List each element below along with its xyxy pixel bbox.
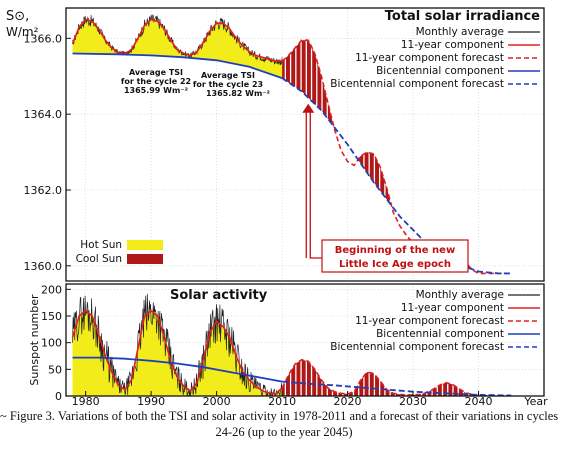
- ice-age-line2: Little Ice Age epoch: [339, 259, 451, 270]
- tsi-fill-legend: Hot Sun Cool Sun: [76, 239, 163, 265]
- sunspot-legend-11yr: 11-year component: [401, 302, 504, 314]
- bicentennial-component-line: [72, 52, 283, 79]
- tsi-legend-monthly: Monthly average: [416, 26, 504, 38]
- xtick-label: 1980: [72, 395, 100, 405]
- tsi-legend: Monthly average 11-year component 11-yea…: [330, 26, 540, 90]
- tsi-panel: 1366.0 1364.0 1362.0 1360.0 S⊙, W/m² Total …: [6, 7, 545, 282]
- xtick-label: 2030: [399, 395, 427, 405]
- xtick-label: 2040: [465, 395, 493, 405]
- sunspot-legend-monthly: Monthly average: [416, 289, 504, 301]
- fill-legend-cool: Cool Sun: [76, 253, 122, 265]
- sunspot-legend-bicent-forecast: Bicentennial component forecast: [330, 341, 504, 353]
- sunspot-lines: [71, 293, 512, 396]
- sunspot-panel: 200 150 100 50 0 1980 1990 2000 2010 2020 2030 204…: [28, 283, 548, 405]
- sunspot-fills: [72, 310, 512, 396]
- xtick-label: 2010: [268, 395, 296, 405]
- caption-line1: Figure 3. Variations of both the TSI and…: [9, 409, 559, 423]
- tsi-y-ticks: 1366.0 1364.0 1362.0 1360.0: [24, 32, 71, 273]
- ice-age-box: [321, 239, 469, 273]
- sunspot-legend-bicent: Bicentennial component: [376, 328, 504, 340]
- ice-age-annotation: Beginning of the new Little Ice Age epoc…: [302, 103, 469, 273]
- cycle23-line1: Average TSI: [201, 71, 255, 80]
- ytick-label: 50: [48, 363, 62, 376]
- hot-sun-fill: [72, 19, 283, 79]
- 11-year-component-line: [71, 309, 283, 395]
- xtick-label: 2020: [334, 395, 362, 405]
- ice-age-line1: Beginning of the new: [335, 245, 455, 256]
- sunspot-y-ticks: 200 150 100 50 0: [41, 283, 71, 403]
- sunspot-x-ticks: 1980 1990 2000 2010 2020 2030 2040: [72, 391, 493, 405]
- 11-year-component-line: [71, 18, 283, 62]
- cycle22-line1: Average TSI: [129, 68, 183, 77]
- bicentennial-component-line: [72, 356, 283, 383]
- sunspot-xlabel: Year: [523, 395, 548, 405]
- ice-age-arrowhead: [302, 103, 315, 113]
- caption-mark: ~: [0, 409, 7, 423]
- tsi-title: Total solar irradiance: [385, 9, 540, 24]
- tsi-legend-11yr-forecast: 11-year component forecast: [355, 52, 504, 64]
- cool-sun-fill: [282, 359, 512, 396]
- hot-sun-fill: [72, 310, 283, 396]
- cool-sun-fill: [282, 40, 512, 274]
- ytick-label: 1366.0: [24, 32, 63, 45]
- ytick-label: 1364.0: [24, 108, 63, 121]
- tsi-fills: [72, 19, 512, 274]
- cycle23-line3: 1365.82 Wm⁻²: [206, 89, 271, 98]
- bicentennial-component-forecast-line: [281, 77, 512, 275]
- fill-legend-cool-swatch: [127, 254, 163, 264]
- ytick-label: 1360.0: [24, 260, 63, 273]
- sunspot-plot-frame: [65, 283, 545, 397]
- caption-line2: 24-26 (up to the year 2045): [215, 425, 353, 439]
- fill-legend-hot: Hot Sun: [80, 239, 122, 251]
- bicentennial-component-forecast-line: [282, 380, 512, 396]
- tsi-legend-bicent: Bicentennial component: [376, 65, 504, 77]
- tsi-ylabel-line2: W/m²: [6, 25, 39, 39]
- cycle22-line3: 1365.99 Wm⁻²: [124, 86, 189, 95]
- cycle22-annotation: Average TSI for the cycle 22 1365.99 Wm⁻…: [121, 68, 191, 95]
- ytick-label: 0: [55, 390, 62, 403]
- ytick-label: 150: [41, 310, 62, 323]
- tsi-legend-11yr: 11-year component: [401, 39, 504, 51]
- tsi-ylabel-line1: S⊙,: [6, 9, 29, 24]
- sunspot-legend: Monthly average 11-year component 11-yea…: [330, 289, 540, 353]
- cycle23-annotation: Average TSI for the cycle 23 1365.82 Wm⁻…: [193, 71, 271, 98]
- cycle22-line2: for the cycle 22: [121, 77, 191, 86]
- tsi-plot-frame: [65, 7, 545, 282]
- xtick-label: 2000: [203, 395, 231, 405]
- 11-year-component-forecast-line: [281, 358, 512, 396]
- cycle23-line2: for the cycle 23: [193, 80, 263, 89]
- fill-legend-hot-swatch: [127, 240, 163, 250]
- xtick-label: 1990: [137, 395, 165, 405]
- figure-caption: ~ Figure 3. Variations of both the TSI a…: [0, 408, 568, 440]
- figure: 1366.0 1364.0 1362.0 1360.0 S⊙, W/m² Total …: [6, 7, 548, 405]
- sunspot-legend-11yr-forecast: 11-year component forecast: [355, 315, 504, 327]
- ice-age-arrow: [305, 111, 322, 259]
- sunspot-ylabel: Sunspot number: [28, 294, 41, 386]
- ytick-label: 200: [41, 283, 62, 296]
- tsi-legend-bicent-forecast: Bicentennial component forecast: [330, 78, 504, 90]
- ytick-label: 1362.0: [24, 184, 63, 197]
- sunspot-title: Solar activity: [170, 288, 268, 303]
- ytick-label: 100: [41, 337, 62, 350]
